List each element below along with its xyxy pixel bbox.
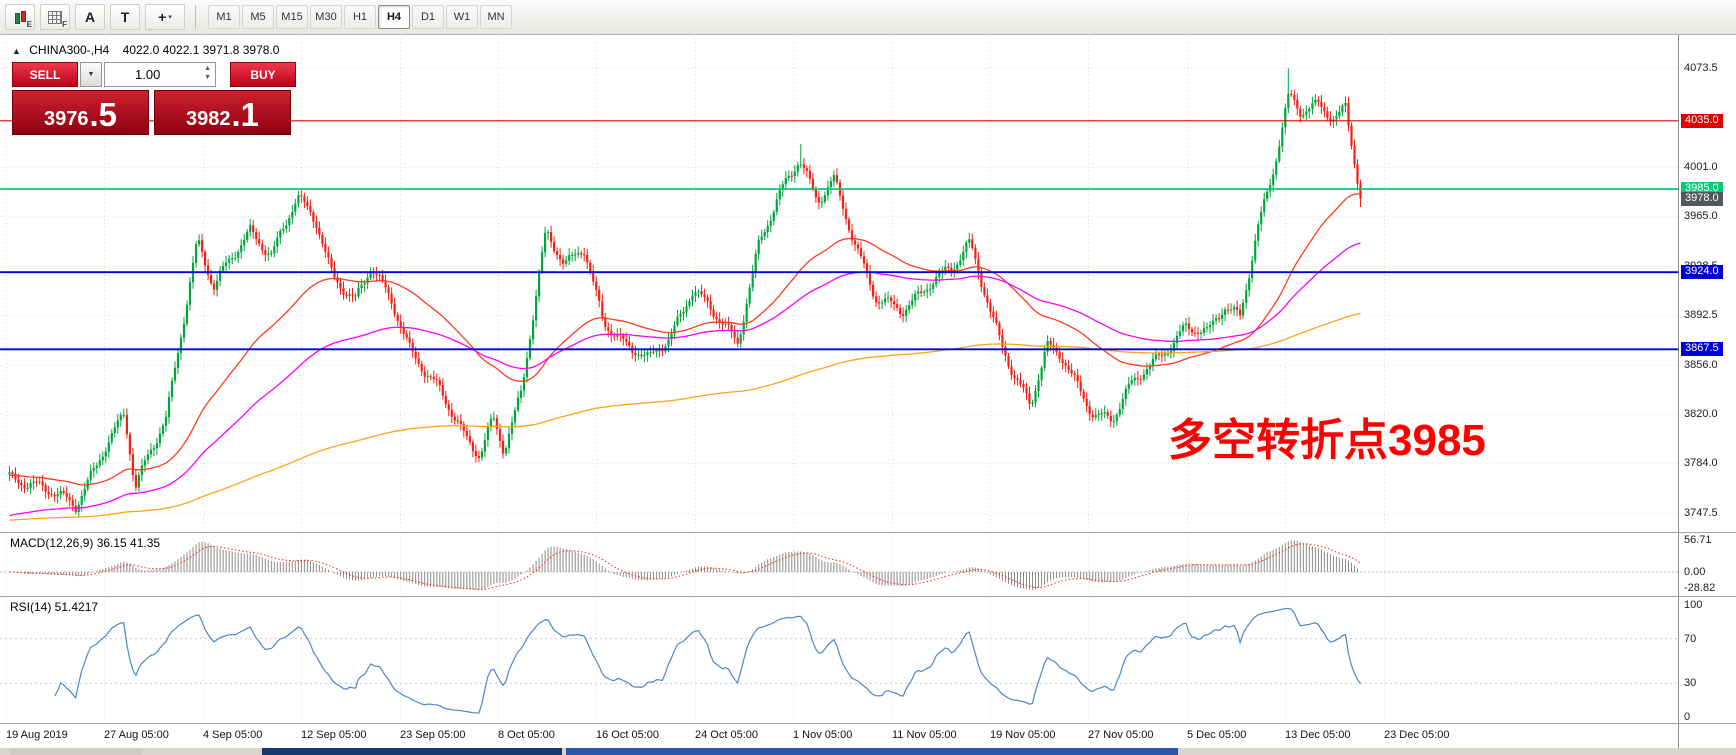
- volume-decrease-button[interactable]: ▼: [204, 74, 211, 81]
- symbol-title: CHINA300-,H4: [29, 43, 110, 57]
- one-click-collapse-icon[interactable]: ▲: [12, 46, 21, 56]
- cursor-tool-button[interactable]: + ▾: [145, 4, 185, 30]
- chevron-down-icon: ▼: [87, 71, 95, 78]
- bottom-strip-segment: [566, 748, 1178, 755]
- bottom-strip-segment: [10, 748, 142, 755]
- ma-line-fast: [9, 193, 1361, 486]
- macd-histogram: [12, 540, 1361, 591]
- text-t-icon: T: [120, 9, 130, 25]
- chart-annotation-text[interactable]: 多空转折点3985: [1168, 416, 1486, 465]
- timeframe-button-w1[interactable]: W1: [446, 5, 478, 29]
- sell-button[interactable]: SELL: [12, 62, 78, 87]
- rsi-label: RSI(14) 51.4217: [10, 600, 99, 614]
- toolbar-separator: [195, 5, 196, 29]
- font-a-icon: A: [84, 9, 96, 25]
- one-click-trading-panel: SELL ▼ 1.00 ▲ ▼ BUY 3976.5 3982.1: [12, 62, 296, 135]
- bottom-strip-segment: [262, 748, 562, 755]
- trade-prices-row: 3976.5 3982.1: [12, 90, 296, 135]
- timeframe-toolbar: M1 M5 M15 M30 H1 H4 D1 W1 MN: [206, 5, 512, 29]
- text-box-tool-button[interactable]: T: [110, 4, 140, 30]
- timeframe-button-h4[interactable]: H4: [378, 5, 410, 29]
- timeframe-button-m15[interactable]: M15: [276, 5, 308, 29]
- ask-price-panel[interactable]: 3982.1: [154, 90, 291, 135]
- ask-price-main: 3982: [185, 108, 231, 130]
- price-axis[interactable]: [1679, 35, 1736, 748]
- grid-button[interactable]: F: [40, 4, 70, 30]
- ma-line-slow: [9, 312, 1361, 521]
- macd-label: MACD(12,26,9) 36.15 41.35: [10, 536, 161, 550]
- trade-controls-row: SELL ▼ 1.00 ▲ ▼ BUY: [12, 62, 296, 87]
- chart-header: ▲ CHINA300-,H4 4022.0 4022.1 3971.8 3978…: [12, 43, 279, 57]
- rsi-line: [54, 607, 1361, 714]
- panel-divider-macd[interactable]: [0, 532, 1736, 533]
- crosshair-icon: +: [158, 9, 167, 25]
- timeframe-button-h1[interactable]: H1: [344, 5, 376, 29]
- bottom-window-edge: [0, 748, 1736, 755]
- timeframe-button-m1[interactable]: M1: [208, 5, 240, 29]
- ask-price-pip: .1: [231, 96, 260, 134]
- timeframe-button-d1[interactable]: D1: [412, 5, 444, 29]
- bid-price-main: 3976: [43, 108, 89, 130]
- toolbar: E F A T + ▾ M1 M5 M15 M30 H1 H4 D1 W1 MN: [0, 0, 1736, 35]
- bid-price-panel[interactable]: 3976.5: [12, 90, 149, 135]
- bid-price-pip: .5: [89, 96, 118, 134]
- grid-sub-label: F: [62, 20, 67, 29]
- ohlc-values: 4022.0 4022.1 3971.8 3978.0: [122, 43, 280, 57]
- order-type-dropdown[interactable]: ▼: [80, 62, 102, 87]
- timeframe-button-m30[interactable]: M30: [310, 5, 342, 29]
- up-candle-wicks: [9, 68, 1346, 518]
- volume-value: 1.00: [135, 67, 161, 82]
- time-axis[interactable]: [0, 724, 1679, 748]
- chart-mode-sub-label: E: [26, 20, 32, 29]
- font-tool-button[interactable]: A: [75, 4, 105, 30]
- chevron-down-icon: ▾: [168, 14, 172, 21]
- ma-line-medium: [9, 242, 1361, 517]
- panel-divider-timeaxis: [0, 723, 1736, 724]
- grid-icon: [48, 10, 62, 24]
- buy-button[interactable]: BUY: [230, 62, 296, 87]
- macd-signal-line: [9, 543, 1361, 591]
- timeframe-button-m5[interactable]: M5: [242, 5, 274, 29]
- up-candle-bodies: [8, 93, 1347, 513]
- chart-mode-button[interactable]: E: [5, 4, 35, 30]
- panel-divider-rsi[interactable]: [0, 596, 1736, 597]
- volume-spinner: ▲ ▼: [202, 64, 213, 82]
- volume-input[interactable]: 1.00 ▲ ▼: [104, 62, 216, 87]
- grid-vertical-lines: [6, 39, 1385, 721]
- volume-increase-button[interactable]: ▲: [204, 65, 211, 72]
- timeframe-button-mn[interactable]: MN: [480, 5, 512, 29]
- candlestick-chart-icon: [13, 10, 28, 25]
